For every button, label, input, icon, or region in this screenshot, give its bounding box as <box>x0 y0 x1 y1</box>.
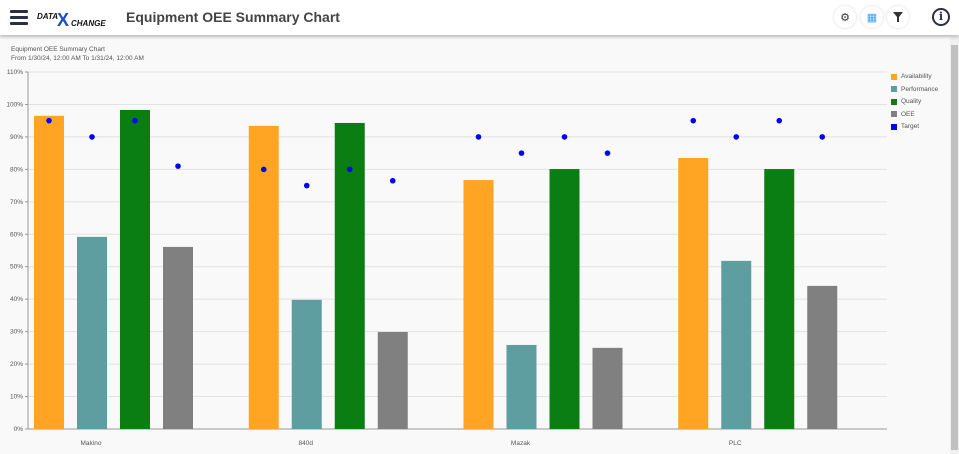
chart-subtitle: From 1/30/24, 12:00 AM To 1/31/24, 12:00… <box>11 55 144 62</box>
y-tick-label: 70% <box>10 199 23 206</box>
target-point <box>690 117 697 124</box>
svg-text:X: X <box>57 10 69 30</box>
target-point <box>260 166 267 173</box>
page-title: Equipment OEE Summary Chart <box>126 9 340 25</box>
legend-item-performance[interactable]: Performance <box>891 86 938 93</box>
legend-item-availability[interactable]: Availability <box>891 73 932 80</box>
y-tick-label: 50% <box>10 264 23 271</box>
legend-label: Availability <box>901 73 932 80</box>
legend-swatch <box>891 98 897 105</box>
bar-oee <box>163 246 193 429</box>
x-category-label: Mazak <box>511 440 531 447</box>
menu-icon[interactable] <box>10 10 28 25</box>
legend-swatch <box>891 73 897 80</box>
legend-swatch <box>891 111 897 118</box>
target-point <box>346 166 353 173</box>
datax-change-logo: DATA X CHANGE <box>37 10 106 30</box>
oee-bar-chart: 0% 10% 20% 30% 40% 50% 60% 70% 80% 90% 100% 110% Mak… <box>6 69 887 447</box>
bar-oee <box>807 285 838 429</box>
bar-oee <box>377 331 408 429</box>
y-tick-label: 90% <box>10 134 23 141</box>
legend-label: Performance <box>901 85 939 93</box>
bar-performance <box>506 344 537 429</box>
chart-title: Equipment OEE Summary Chart <box>11 46 105 53</box>
target-point <box>46 117 52 124</box>
target-point <box>389 177 396 184</box>
target-point <box>475 134 482 140</box>
y-tick-label: 80% <box>10 166 23 173</box>
target-point <box>518 150 525 156</box>
bar-availability <box>678 158 709 429</box>
x-category-label: PLC <box>729 440 742 447</box>
y-tick-label: 0% <box>14 426 24 433</box>
bar-quality <box>549 169 580 429</box>
target-point <box>132 117 138 124</box>
y-tick-label: 10% <box>10 394 23 401</box>
target-point <box>819 134 826 140</box>
y-tick-label: 110% <box>7 69 23 76</box>
settings-button[interactable]: ⚙ <box>834 6 856 28</box>
legend-swatch <box>891 86 897 93</box>
target-point <box>175 163 181 169</box>
y-tick-label: 100% <box>6 101 23 108</box>
bar-availability <box>34 115 64 430</box>
target-point <box>776 117 783 124</box>
filter-button[interactable] <box>887 6 909 28</box>
bar-quality <box>120 109 150 430</box>
legend-item-oee[interactable]: OEE <box>891 111 915 118</box>
grid-icon: ▦ <box>866 11 878 24</box>
y-tick-label: 40% <box>10 296 23 303</box>
y-tick-label: 30% <box>10 329 23 336</box>
bar-availability <box>463 180 494 429</box>
vertical-scrollbar[interactable] <box>950 37 959 454</box>
target-point <box>604 150 611 156</box>
svg-text:CHANGE: CHANGE <box>71 19 106 28</box>
bar-performance <box>77 236 107 429</box>
target-point <box>733 134 740 140</box>
target-point <box>303 182 310 189</box>
legend-item-quality[interactable]: Quality <box>891 98 921 105</box>
legend-swatch <box>891 123 897 130</box>
x-category-label: Makino <box>81 440 102 447</box>
app-header: DATA X CHANGE Equipment OEE Summary Char… <box>0 0 959 35</box>
svg-text:DATA: DATA <box>37 12 58 21</box>
scrollbar-thumb[interactable] <box>951 45 958 450</box>
bar-quality <box>764 169 795 429</box>
y-tick-label: 20% <box>10 361 23 368</box>
legend-label: OEE <box>901 110 915 118</box>
bar-performance <box>291 299 322 429</box>
y-tick-label: 60% <box>10 231 23 238</box>
info-icon[interactable]: i <box>932 8 950 26</box>
bar-performance <box>721 260 752 429</box>
bar-availability <box>248 125 279 429</box>
target-point <box>561 134 568 140</box>
filter-icon <box>893 12 903 22</box>
x-category-label: 840d <box>299 440 314 447</box>
legend-label: Target <box>901 123 920 131</box>
gear-icon: ⚙ <box>840 11 850 24</box>
bar-quality <box>334 122 365 429</box>
grid-view-button[interactable]: ▦ <box>861 6 883 28</box>
target-point <box>89 134 95 140</box>
legend-item-target[interactable]: Target <box>891 123 919 130</box>
bar-oee <box>592 347 623 429</box>
legend-label: Quality <box>901 98 922 106</box>
